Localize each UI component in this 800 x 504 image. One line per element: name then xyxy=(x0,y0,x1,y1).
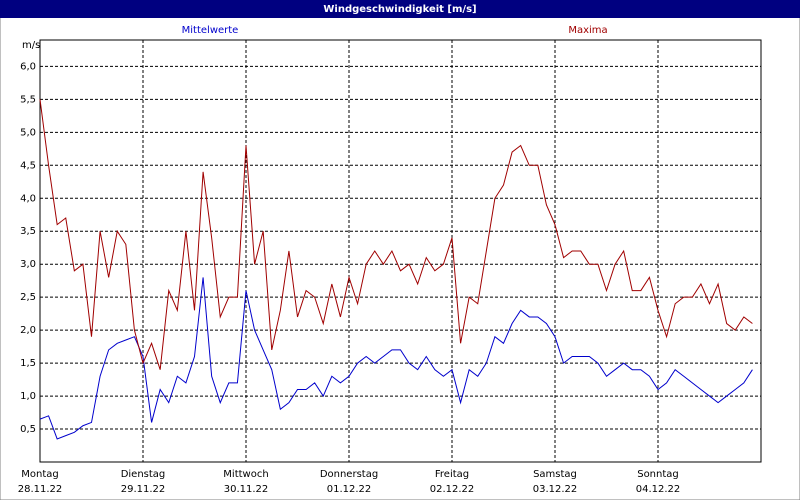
y-tick-label: 2,5 xyxy=(20,292,36,303)
x-tick-label: Freitag xyxy=(435,469,469,480)
x-tick-label: Montag xyxy=(21,469,58,480)
y-tick-label: 0,5 xyxy=(20,424,36,435)
x-tick-date: 28.11.22 xyxy=(18,484,63,495)
x-tick-date: 02.12.22 xyxy=(430,484,475,495)
x-tick-label: Dienstag xyxy=(121,469,166,480)
legend-entry: Maxima xyxy=(568,25,607,36)
x-tick-date: 03.12.22 xyxy=(533,484,578,495)
y-tick-label: 4,5 xyxy=(20,160,36,171)
y-tick-label: 4,0 xyxy=(20,193,36,204)
x-tick-date: 29.11.22 xyxy=(121,484,166,495)
y-tick-label: 1,5 xyxy=(20,358,36,369)
chart-title: Windgeschwindigkeit [m/s] xyxy=(323,4,476,15)
x-tick-date: 01.12.22 xyxy=(327,484,372,495)
legend-entry: Mittelwerte xyxy=(182,25,239,36)
x-tick-label: Samstag xyxy=(533,469,577,480)
y-tick-label: 3,5 xyxy=(20,226,36,237)
x-tick-date: 30.11.22 xyxy=(224,484,269,495)
x-tick-label: Sonntag xyxy=(637,469,679,480)
plot-frame xyxy=(39,39,762,463)
y-unit: m/s xyxy=(22,40,40,51)
data-line xyxy=(39,277,753,440)
y-tick-label: 2,0 xyxy=(20,325,36,336)
x-tick-label: Donnerstag xyxy=(320,469,378,480)
y-tick-label: 5,5 xyxy=(20,94,36,105)
title-bar xyxy=(0,0,800,18)
x-tick-label: Mittwoch xyxy=(223,469,268,480)
y-tick-label: 1,0 xyxy=(20,391,36,402)
y-tick-label: 5,0 xyxy=(20,127,36,138)
x-tick-date: 04.12.22 xyxy=(636,484,681,495)
y-tick-label: 3,0 xyxy=(20,259,36,270)
data-line xyxy=(39,99,753,370)
y-tick-label: 6,0 xyxy=(20,61,36,72)
